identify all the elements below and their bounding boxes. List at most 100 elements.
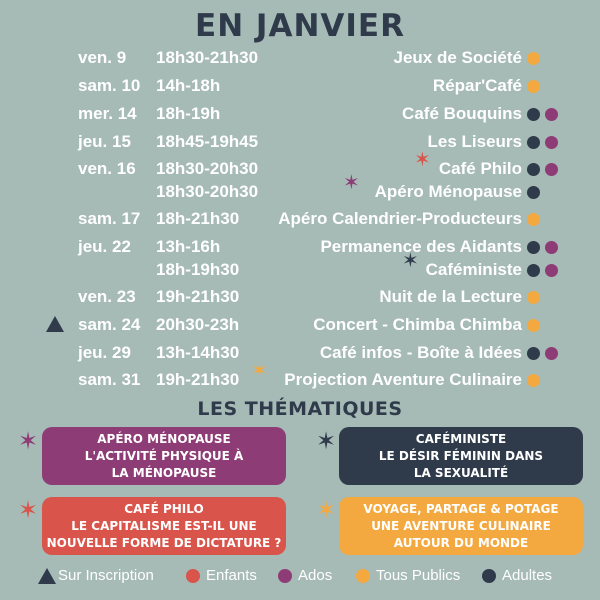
star-icon: ✶: [251, 360, 268, 382]
event-row: jeu. 22 13h-16h Permanence des Aidants: [0, 236, 600, 258]
event-row: sam. 31 19h-21h30 Projection Aventure Culi…: [0, 369, 600, 391]
event-row: sam. 24 20h30-23h Concert - Chimba Chimba: [0, 314, 600, 336]
orange-dot-icon: [527, 213, 540, 226]
theme-line: NOUVELLE FORME DE DICTATURE ?: [46, 535, 282, 550]
purple-dot-icon: [545, 108, 558, 121]
theme-line: LE DÉSIR FÉMININ DANS: [378, 448, 544, 463]
audience-dots: [522, 80, 558, 94]
purple-dot-icon: [545, 347, 558, 360]
audience-dots: [522, 52, 558, 66]
dot-icon: [356, 569, 370, 583]
event-name: Apéro Calendrier-Producteurs: [278, 209, 522, 228]
theme-line: UNE AVENTURE CULINAIRE: [371, 518, 551, 533]
dot-icon: [186, 569, 200, 583]
theme-card: APÉRO MÉNOPAUSE L'ACTIVITÉ PHYSIQUE À LA M…: [42, 427, 286, 485]
event-name: Café infos - Boîte à Idées: [319, 343, 522, 362]
dark-dot-icon: [527, 136, 540, 149]
audience-dots: [522, 136, 558, 150]
dark-dot-icon: [527, 347, 540, 360]
theme-line: L'ACTIVITÉ PHYSIQUE À: [84, 448, 244, 463]
star-icon: ✶: [402, 250, 419, 272]
event-day: ven. 23: [78, 287, 136, 306]
event-row: mer. 14 18h-19h Café Bouquins: [0, 103, 600, 125]
event-time: 13h-16h: [156, 237, 221, 256]
audience-dots: [522, 264, 558, 278]
page-title: EN JANVIER: [195, 8, 405, 44]
star-icon: ✶: [316, 428, 337, 455]
theme-line: VOYAGE, PARTAGE & POTAGE: [363, 501, 559, 516]
event-day: mer. 14: [78, 104, 137, 123]
theme-card: CAFÉMINISTE LE DÉSIR FÉMININ DANS LA SEXUA…: [339, 427, 583, 485]
event-name: Nuit de la Lecture: [379, 287, 522, 306]
event-day: sam. 24: [78, 315, 141, 334]
event-day: sam. 17: [78, 209, 141, 228]
event-name: Concert - Chimba Chimba: [313, 315, 522, 334]
event-name: Permanence des Aidants: [320, 237, 522, 256]
purple-dot-icon: [545, 163, 558, 176]
dark-dot-icon: [527, 186, 540, 199]
triangle-icon: [38, 568, 56, 584]
theme-card: CAFÉ PHILO LE CAPITALISME EST-IL UNE NOUVE…: [42, 497, 286, 555]
event-time: 18h30-20h30: [156, 182, 259, 201]
dot-icon: [278, 569, 292, 583]
event-day: jeu. 29: [78, 343, 131, 362]
dark-dot-icon: [527, 108, 540, 121]
theme-line: AUTOUR DU MONDE: [393, 535, 529, 550]
event-time: 18h-19h: [156, 104, 221, 123]
star-icon: ✶: [18, 428, 39, 455]
dot-icon: [482, 569, 496, 583]
star-icon: ✶: [18, 497, 39, 524]
purple-dot-icon: [545, 264, 558, 277]
event-time: 19h-21h30: [156, 370, 240, 389]
event-name: Les Liseurs: [427, 132, 523, 151]
event-row: ven. 23 19h-21h30 Nuit de la Lecture: [0, 286, 600, 308]
inscription-triangle-icon: [46, 316, 64, 332]
audience-dots: [522, 291, 558, 305]
star-icon: ✶: [343, 172, 360, 194]
purple-dot-icon: [545, 136, 558, 149]
event-row: sam. 10 14h-18h Répar'Café: [0, 75, 600, 97]
legend-label: Sur Inscription: [58, 567, 154, 584]
event-name: Caféministe: [425, 260, 522, 279]
event-day: jeu. 22: [78, 237, 131, 256]
legend: Sur Inscription Enfants Ados Tous Publics Ad…: [0, 565, 600, 587]
event-day: sam. 31: [78, 370, 141, 389]
audience-dots: [522, 347, 558, 361]
audience-dots: [522, 108, 558, 122]
theme-line: CAFÉMINISTE: [415, 431, 507, 446]
event-row: sam. 17 18h-21h30 Apéro Calendrier-Product…: [0, 208, 600, 230]
orange-dot-icon: [527, 80, 540, 93]
audience-dots: [522, 374, 558, 388]
theme-line: LA SEXUALITÉ: [413, 465, 509, 480]
theme-line: LE CAPITALISME EST-IL UNE: [71, 518, 257, 533]
dark-dot-icon: [527, 241, 540, 254]
audience-dots: [522, 319, 558, 333]
event-day: jeu. 15: [78, 132, 131, 151]
event-time: 18h30-20h30: [156, 159, 259, 178]
event-row: ven. 16 18h30-20h30 Café Philo: [0, 158, 600, 180]
star-icon: ✶: [316, 497, 337, 524]
audience-dots: [522, 163, 558, 177]
event-name: Apéro Ménopause: [374, 182, 522, 201]
dark-dot-icon: [527, 264, 540, 277]
legend-label: Ados: [298, 567, 333, 584]
legend-label: Enfants: [206, 567, 257, 584]
audience-dots: [522, 186, 558, 200]
event-time: 19h-21h30: [156, 287, 240, 306]
event-row: ven. 9 18h30-21h30 Jeux de Société: [0, 47, 600, 69]
orange-dot-icon: [527, 374, 540, 387]
dark-dot-icon: [527, 163, 540, 176]
orange-dot-icon: [527, 52, 540, 65]
theme-line: CAFÉ PHILO: [124, 501, 204, 516]
event-time: 18h30-21h30: [156, 48, 259, 67]
event-time: 14h-18h: [156, 76, 221, 95]
legend-label: Adultes: [502, 567, 553, 584]
event-day: sam. 10: [78, 76, 141, 95]
event-time: 18h-19h30: [156, 260, 240, 279]
event-name: Café Philo: [438, 159, 522, 178]
audience-dots: [522, 241, 558, 255]
event-name: Jeux de Société: [393, 48, 522, 67]
event-row: 18h-19h30 Caféministe: [0, 259, 600, 281]
event-time: 20h30-23h: [156, 315, 240, 334]
orange-dot-icon: [527, 291, 540, 304]
